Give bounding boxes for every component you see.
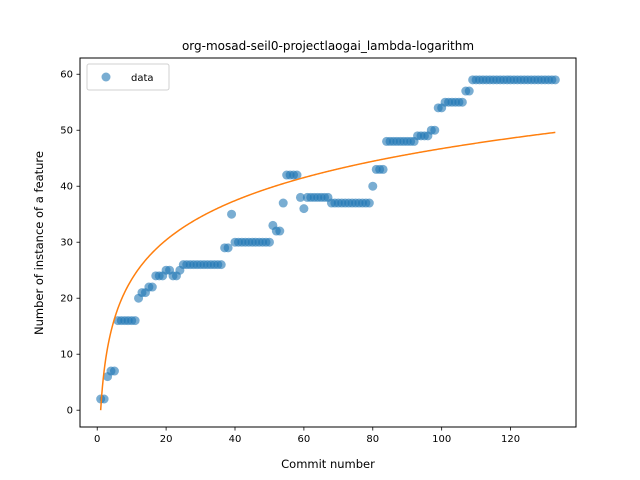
y-tick-label: 20 (60, 294, 73, 305)
fit-line (99, 131, 556, 411)
data-point (216, 260, 226, 270)
legend-marker-data (101, 72, 111, 82)
data-point (430, 125, 440, 135)
data-point (295, 192, 305, 202)
legend-label-data: data (131, 73, 154, 84)
plot-area (96, 75, 560, 411)
chart-title: org-mosad-seil0-projectlaogai_lambda-log… (182, 39, 474, 53)
data-point (364, 198, 374, 208)
x-tick-label: 120 (501, 434, 520, 445)
data-point (368, 181, 378, 191)
data-point (457, 97, 467, 107)
y-axis-label: Number of instance of a feature (32, 151, 46, 335)
data-point (223, 243, 233, 253)
data-point (292, 170, 302, 180)
data-point (147, 282, 157, 292)
x-tick-label: 0 (94, 434, 100, 445)
data-point (275, 226, 285, 236)
y-tick-label: 40 (60, 182, 73, 193)
data-point (464, 86, 474, 96)
data-point (227, 209, 237, 219)
x-tick-label: 60 (298, 434, 311, 445)
data-point (299, 204, 309, 214)
data-point (278, 198, 288, 208)
x-tick-label: 100 (432, 434, 451, 445)
x-tick-label: 20 (160, 434, 173, 445)
y-axis: 0 10 20 30 40 50 60 (60, 70, 80, 417)
data-point (378, 164, 388, 174)
x-tick-label: 80 (366, 434, 379, 445)
legend: data (86, 63, 170, 91)
data-point (109, 366, 119, 376)
legend-box (86, 63, 170, 91)
data-point (550, 75, 560, 85)
x-axis: 0 20 40 60 80 100 120 (94, 427, 520, 445)
y-tick-label: 30 (60, 238, 73, 249)
x-axis-label: Commit number (281, 457, 375, 471)
y-tick-label: 10 (60, 350, 73, 361)
x-tick-label: 40 (229, 434, 242, 445)
y-tick-label: 0 (67, 406, 73, 417)
y-tick-label: 60 (60, 70, 73, 81)
data-point (130, 316, 140, 326)
data-point (264, 237, 274, 247)
y-tick-label: 50 (60, 126, 73, 137)
